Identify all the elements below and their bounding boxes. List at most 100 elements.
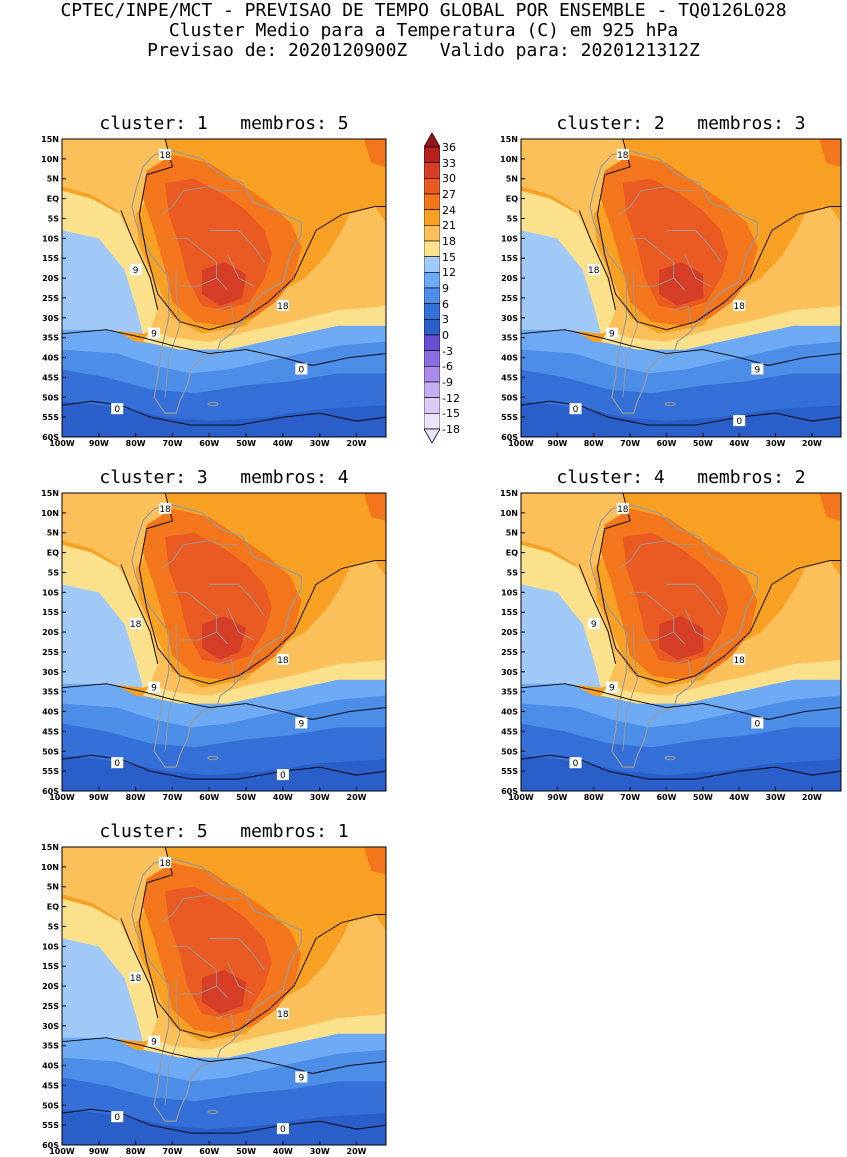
country-border — [216, 1013, 236, 1038]
longitude-tick-label: 90W — [547, 793, 567, 802]
country-border — [164, 270, 181, 398]
longitude-tick-label: 30W — [310, 439, 330, 448]
country-border — [179, 985, 217, 995]
longitude-tick-label: 50W — [693, 439, 713, 448]
contour-line-9 — [61, 329, 387, 366]
temperature-spot-27 — [666, 210, 689, 231]
contour-line-0 — [520, 400, 842, 426]
latitude-tick-label: 55S — [42, 413, 59, 422]
longitude-tick-label: 20W — [802, 793, 822, 802]
svg-text:0: 0 — [736, 417, 742, 427]
latitude-tick-label: 10S — [501, 588, 518, 597]
country-border — [172, 591, 229, 645]
latitude-tick-label: 15N — [41, 843, 59, 852]
latitude-tick-label: 35S — [501, 334, 518, 343]
colorbar-segment — [424, 178, 440, 195]
falkland-islands — [207, 755, 219, 761]
longitude-tick-label: 90W — [89, 793, 109, 802]
latitude-tick-label: 30S — [42, 314, 59, 323]
latitude-tick-label: 40S — [42, 1062, 59, 1071]
longitude-tick-label: 100W — [49, 1147, 75, 1156]
contour-line-9 — [520, 329, 842, 366]
colorbar-segment — [424, 272, 440, 289]
svg-text:9: 9 — [609, 684, 615, 694]
longitude-tick-label: 80W — [584, 793, 604, 802]
south-america-coastline — [589, 504, 758, 768]
latitude-tick-label: 35S — [42, 1042, 59, 1051]
falkland-islands — [207, 1109, 219, 1115]
temperature-band-18 — [521, 139, 841, 342]
latitude-tick-label: 40S — [501, 708, 518, 717]
longitude-tick-label: 70W — [162, 793, 182, 802]
country-border — [637, 277, 674, 287]
country-border — [164, 624, 181, 752]
temperature-band-0 — [521, 401, 841, 437]
country-border — [618, 186, 696, 215]
contour-line-18 — [596, 492, 841, 685]
latitude-tick-label: 20S — [501, 628, 518, 637]
longitude-tick-label: 50W — [236, 1147, 256, 1156]
latitude-tick-label: 35S — [42, 334, 59, 343]
svg-text:9: 9 — [151, 330, 157, 340]
country-border — [618, 540, 696, 569]
contour-label: 9 — [148, 681, 161, 694]
colorbar-tick-label: 9 — [442, 282, 449, 295]
country-border — [637, 631, 674, 641]
latitude-tick-label: 25S — [42, 294, 59, 303]
latitude-tick-label: 35S — [42, 688, 59, 697]
latitude-tick-label: 5S — [507, 568, 519, 577]
latitude-tick-label: 10S — [501, 234, 518, 243]
contour-line-9 — [61, 683, 387, 720]
contour-label: 0 — [733, 415, 746, 427]
temperature-spot-24 — [363, 139, 386, 167]
longitude-tick-label: 90W — [89, 439, 109, 448]
contour-line-0 — [61, 1108, 387, 1134]
colorbar-tick-label: 6 — [442, 297, 449, 311]
contour-line-0 — [520, 754, 842, 780]
temperature-band-15-south — [143, 1013, 386, 1058]
longitude-tick-label: 100W — [49, 793, 75, 802]
longitude-tick-label: 90W — [547, 439, 567, 448]
contour-label: 0 — [295, 363, 308, 375]
longitude-tick-label: 20W — [347, 793, 367, 802]
map-panel-cluster-5: 18 18 18 9 9 0 0 15N 10N 5N EQ 5S 10S 15S 20S 25S 30S 35S… — [41, 843, 387, 1156]
falkland-islands — [664, 401, 676, 407]
latitude-tick-label: 40S — [42, 354, 59, 363]
temperature-band-30 — [201, 970, 247, 1014]
latitude-tick-label: 5S — [507, 214, 519, 223]
temperature-band-30 — [201, 616, 247, 660]
colorbar-segment — [424, 334, 440, 351]
svg-text:18: 18 — [277, 1010, 289, 1020]
contour-label: 18 — [276, 1007, 289, 1020]
colorbar — [424, 133, 440, 443]
longitude-tick-label: 70W — [620, 439, 640, 448]
contour-line-9 — [520, 683, 842, 720]
longitude-tick-label: 60W — [656, 793, 676, 802]
south-america-coastline — [131, 504, 302, 768]
longitude-tick-label: 20W — [347, 1147, 367, 1156]
contour-label: 18 — [129, 972, 142, 984]
south-america-coastline — [131, 150, 302, 414]
latitude-tick-label: 60S — [501, 787, 518, 796]
contour-line-0 — [61, 754, 387, 780]
country-border — [161, 540, 239, 569]
figure-title-line-3: Previsao de: 2020120900Z Valido para: 20… — [147, 40, 700, 61]
country-border — [209, 229, 265, 263]
latitude-tick-label: 5N — [47, 175, 59, 184]
latitude-tick-label: 5N — [47, 883, 59, 892]
map-frame — [61, 492, 387, 792]
map-frame — [61, 846, 387, 1146]
colorbar-tick-label: 24 — [442, 203, 456, 217]
colorbar-segment — [424, 397, 440, 414]
latitude-tick-label: 15S — [501, 608, 518, 617]
latitude-tick-label: 5S — [48, 214, 60, 223]
colorbar-tick-label: 27 — [442, 188, 456, 201]
latitude-tick-label: 40S — [42, 708, 59, 717]
colorbar-tick-label: -15 — [442, 407, 460, 421]
colorbar-tick-label: -9 — [442, 376, 453, 389]
latitude-tick-label: 30S — [42, 1022, 59, 1031]
svg-text:18: 18 — [159, 505, 171, 515]
contour-label: 9 — [587, 618, 600, 630]
latitude-tick-label: 30S — [501, 314, 518, 323]
temperature-spot-24 — [819, 493, 841, 521]
